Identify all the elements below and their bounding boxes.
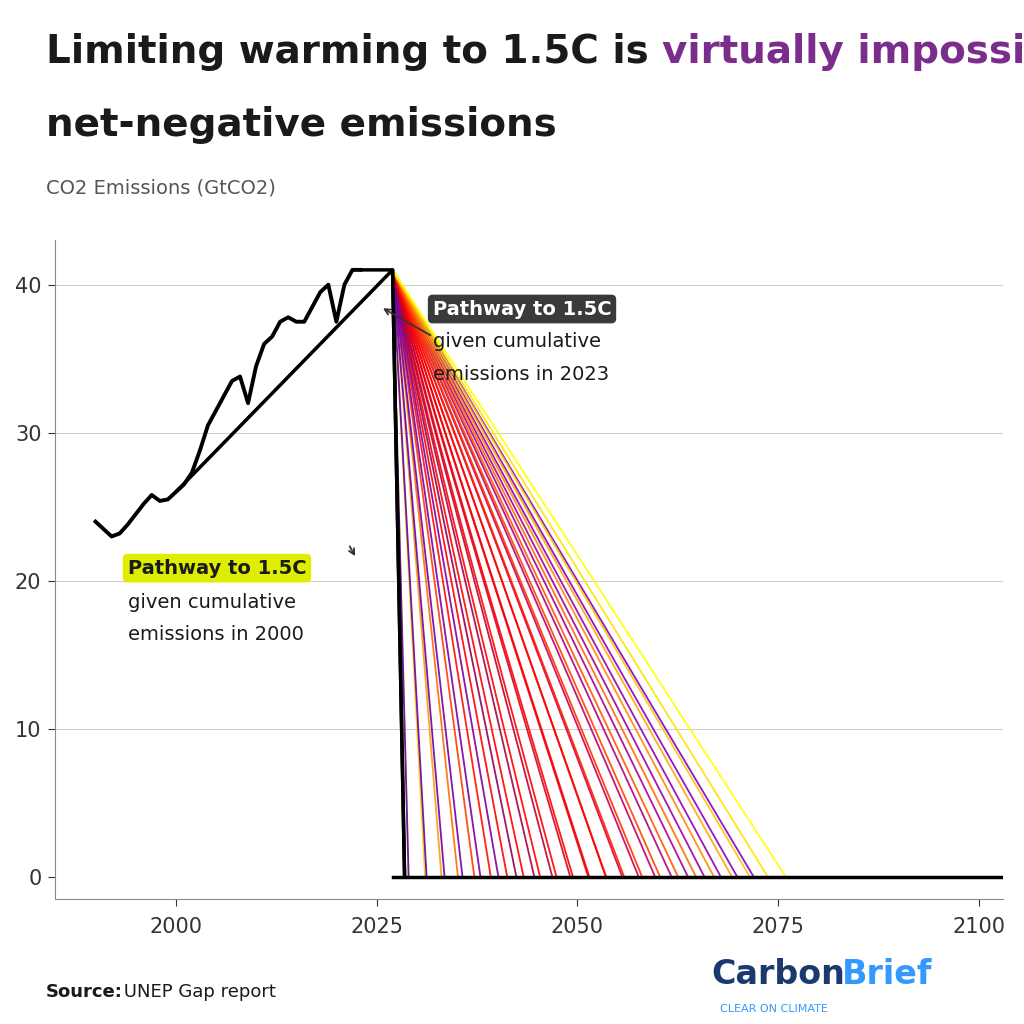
Text: Brief: Brief <box>842 958 932 991</box>
Text: CO2 Emissions (GtCO2): CO2 Emissions (GtCO2) <box>46 178 275 198</box>
Text: CLEAR ON CLIMATE: CLEAR ON CLIMATE <box>720 1004 827 1014</box>
Text: Pathway to 1.5C: Pathway to 1.5C <box>433 299 611 318</box>
Text: Carbon: Carbon <box>712 958 846 991</box>
Text: emissions in 2023: emissions in 2023 <box>433 365 609 384</box>
Text: net-negative emissions: net-negative emissions <box>46 106 557 144</box>
Text: emissions in 2000: emissions in 2000 <box>128 626 303 644</box>
Text: given cumulative: given cumulative <box>433 332 601 351</box>
Text: Source:: Source: <box>46 983 123 1001</box>
Text: UNEP Gap report: UNEP Gap report <box>118 983 275 1001</box>
Text: virtually impossible: virtually impossible <box>663 33 1024 71</box>
Text: Limiting warming to 1.5C is: Limiting warming to 1.5C is <box>46 33 663 71</box>
Text: Pathway to 1.5C: Pathway to 1.5C <box>128 559 306 578</box>
Text: given cumulative: given cumulative <box>128 593 296 611</box>
